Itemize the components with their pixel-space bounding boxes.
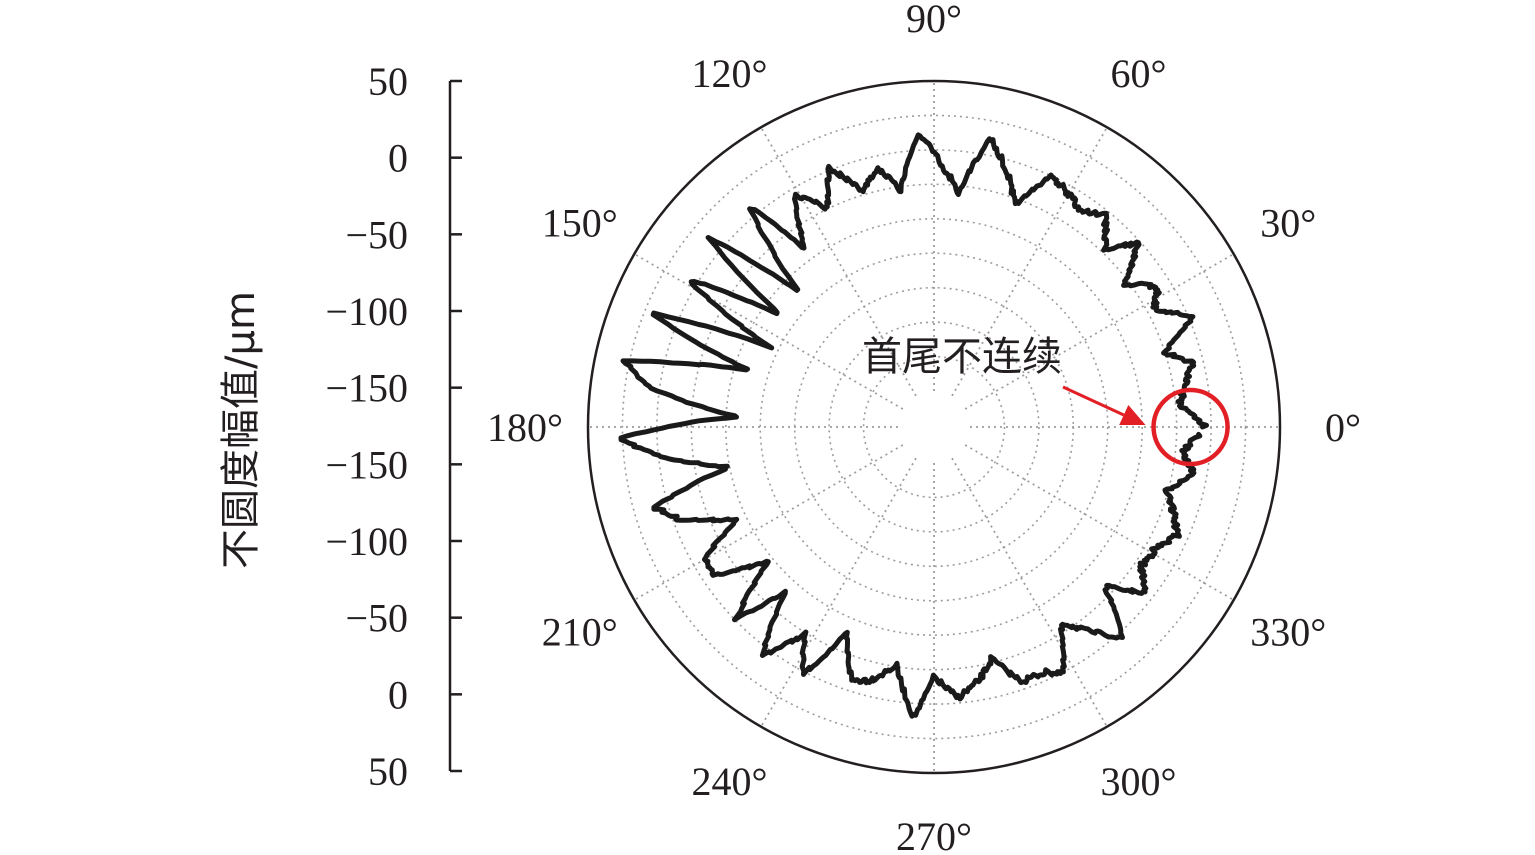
grid-ring (690, 183, 1178, 671)
radial-tick-label: −50 (345, 212, 408, 257)
roundness-profile-line (618, 132, 1209, 719)
radial-tick-label: −150 (325, 442, 408, 487)
annotation-group: 首尾不连续 (862, 334, 1230, 467)
grid-spoke (760, 126, 917, 397)
grid-spoke (760, 457, 917, 728)
annotation-arrow-line (1062, 385, 1125, 417)
grid-spoke (633, 253, 904, 410)
grid-ring (828, 321, 1040, 533)
radial-tick-label: 0 (388, 136, 408, 181)
grid-ring (724, 217, 1144, 637)
angle-label: 210° (542, 610, 618, 655)
annotation-arrow-head (1119, 404, 1146, 425)
polar-frame (586, 79, 1282, 775)
grid-spoke (964, 444, 1235, 601)
grid-spoke (951, 457, 1108, 728)
radial-tick-label: −50 (345, 596, 408, 641)
grid-spoke (964, 253, 1235, 410)
polar-grid (587, 80, 1281, 774)
radial-tick-label: −150 (325, 366, 408, 411)
grid-ring (862, 355, 1006, 499)
grid-spoke (633, 444, 904, 601)
radial-tick-label: −100 (325, 289, 408, 334)
discontinuity-marker (1151, 387, 1230, 467)
radial-tick-label: 50 (368, 59, 408, 104)
outer-circle (586, 79, 1282, 775)
angle-label: 120° (692, 51, 768, 96)
grid-spoke (951, 126, 1108, 397)
angle-label: 240° (692, 759, 768, 804)
radial-tick-label: 50 (368, 749, 408, 794)
angle-label: 270° (896, 814, 972, 855)
angle-label: 30° (1260, 201, 1316, 246)
angle-label: 150° (542, 201, 618, 246)
grid-ring (759, 252, 1109, 602)
angle-labels: 0° 30° 60° 90° 120° 150° 180° 210° 240° 270° 300° 3… (487, 0, 1361, 855)
angle-label: 0° (1325, 405, 1361, 450)
radial-axis: 50 0 −50 −100 −150 −150 −100 −50 0 50 (325, 59, 462, 794)
y-axis-title: 不圆度幅值/μm (218, 291, 264, 569)
angle-label: 90° (906, 0, 962, 41)
angle-label: 330° (1250, 610, 1326, 655)
grid-ring (621, 114, 1247, 740)
angle-label: 180° (487, 405, 563, 450)
angle-label: 60° (1111, 51, 1167, 96)
radial-tick-label: 0 (388, 672, 408, 717)
series-group (618, 132, 1209, 719)
angle-label: 300° (1101, 759, 1177, 804)
radial-tick-label: −100 (325, 519, 408, 564)
annotation-label: 首尾不连续 (862, 334, 1062, 380)
